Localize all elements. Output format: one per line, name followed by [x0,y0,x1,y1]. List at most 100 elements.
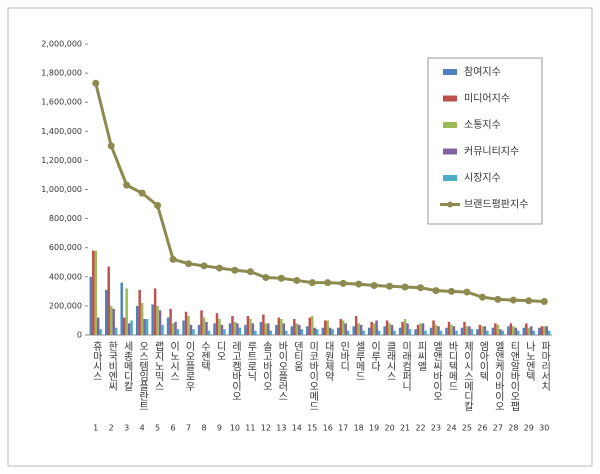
x-tick-label: 루트로닉 [245,341,257,382]
x-tick-label: 엘앤케이바이오 [492,340,504,411]
bar [264,323,268,335]
line-marker [463,288,471,296]
rank-label: 4 [140,424,145,433]
legend-label: 미디어지수 [464,93,510,105]
bar [476,329,479,335]
bar [293,318,296,335]
rank-label: 2 [109,424,114,433]
bar [192,329,195,335]
y-tick-label: 1,000,000 [41,185,82,194]
x-tick-label: 피씨엘 [415,341,427,371]
bar [122,317,126,335]
bar [483,326,487,335]
x-tick-label: 셀루메드 [353,341,365,381]
line-marker [277,274,285,282]
bar [421,323,425,335]
bar [89,276,93,335]
rank-label: 7 [186,424,191,433]
bar [197,324,201,335]
bar [414,329,417,335]
bar [311,316,314,335]
x-tick-label: 솔고바이오 [260,341,272,391]
bar [383,326,386,335]
bar [215,313,219,335]
line-marker [494,295,502,303]
bar [138,289,141,335]
bar [370,321,373,335]
line-marker [432,287,440,295]
bar [494,323,497,335]
bar [174,321,177,335]
bar [530,326,533,335]
bar [375,320,378,335]
legend-label: 참여지수 [464,66,501,78]
rank-label: 25 [462,424,472,433]
bar [96,317,100,335]
bar [285,330,288,335]
bar [344,323,347,335]
bar [545,326,548,335]
bar [300,329,303,335]
bar [244,324,247,335]
bar [398,327,402,335]
bar [507,326,510,335]
rank-label: 20 [385,424,395,433]
bar [127,323,131,335]
bar [468,326,471,335]
bar [166,317,170,335]
bar [455,330,458,335]
bar [452,326,456,335]
bar [114,327,118,335]
bar [331,329,334,335]
x-tick-label: 미래컴퍼니 [400,341,412,392]
bar [486,330,489,335]
bar [220,324,224,335]
bar [238,327,242,335]
line-marker [324,279,332,287]
bar [341,320,345,335]
bar [187,316,190,335]
bar [522,327,526,335]
bar [161,324,164,335]
bar [372,323,376,335]
bar [200,310,203,335]
rank-label: 27 [493,424,503,433]
line-marker [200,262,208,270]
bar [357,323,360,335]
rank-label: 1 [93,424,98,433]
x-tick-label: 랩지노믹스 [152,341,164,391]
bar [109,305,113,335]
bar [99,329,102,335]
x-tick-label: 클래시스 [384,341,396,381]
bar [514,327,518,335]
bar [189,324,193,335]
x-tick-label: 휴마시스 [90,341,102,381]
x-tick-label: 디오 [214,341,226,361]
y-tick-label: 2,000,000 [41,40,82,49]
bar [450,324,453,335]
bar [403,318,407,335]
y-tick-label: 1,400,000 [41,127,82,136]
x-tick-label: 수젠텍 [199,341,211,372]
bar [339,318,342,335]
bar [218,318,221,335]
bar [184,311,188,335]
bar [282,323,286,335]
x-tick-label: 대원제약 [322,341,334,382]
x-tick-label: 제이시스메디칼 [461,341,473,411]
y-tick-label: 1,600,000 [41,98,82,107]
line-marker [417,284,425,292]
line-marker [370,282,378,290]
bar [434,324,438,335]
bar [156,305,159,335]
line-marker [386,282,394,290]
bar [437,326,440,335]
rank-label: 21 [400,424,410,433]
bar [295,323,299,335]
bar [140,302,144,335]
line-marker [509,296,517,304]
bar [112,308,115,335]
bar [233,321,237,335]
legend-swatch [443,95,457,102]
